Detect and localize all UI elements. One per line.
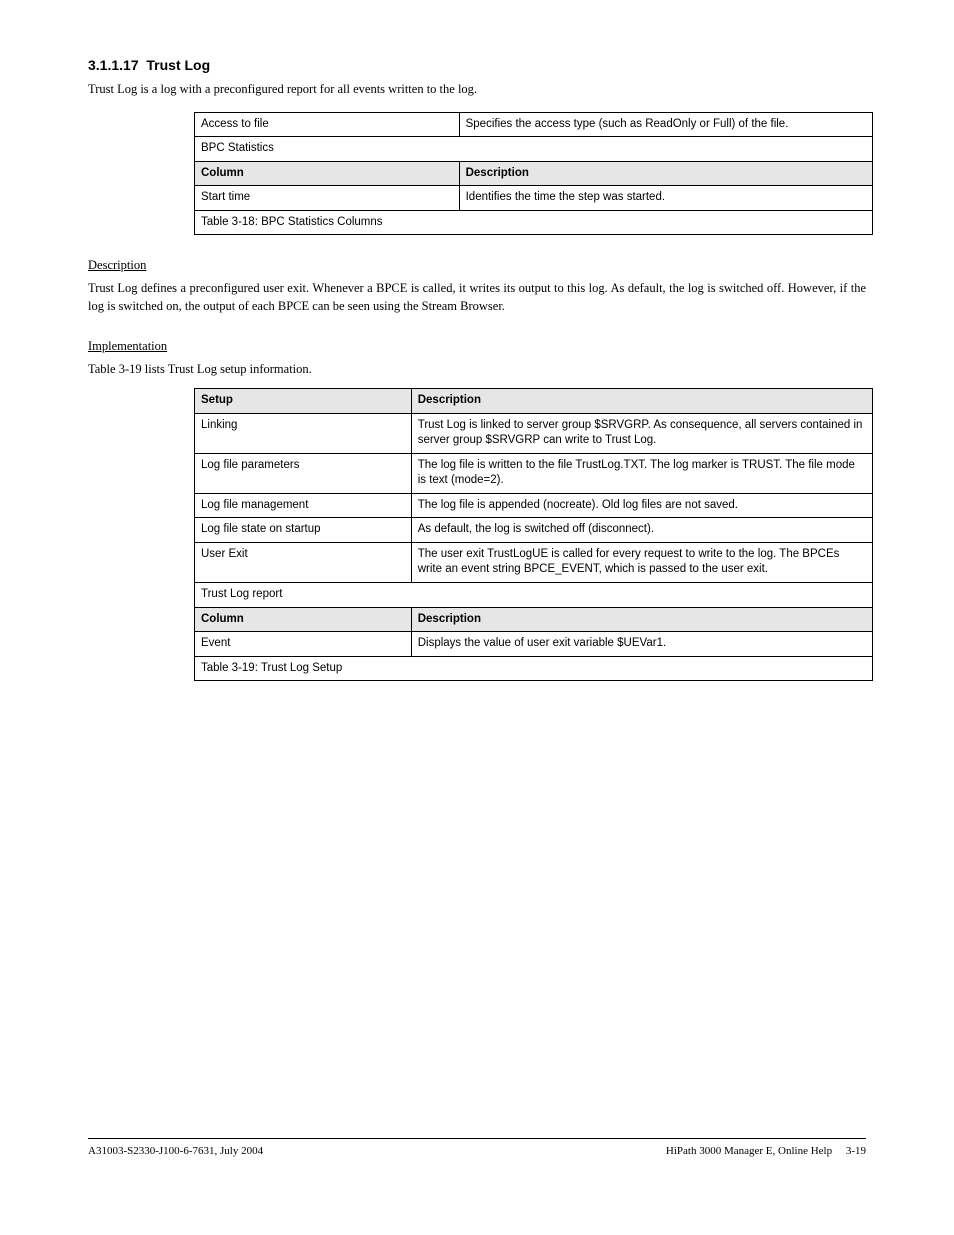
implementation-heading: Implementation [88,338,866,355]
bpc-statistics-table: Access to file Specifies the access type… [194,112,873,236]
cell: The user exit TrustLogUE is called for e… [411,542,872,582]
cell: Table 3-19: Trust Log Setup [195,656,873,681]
cell: Log file parameters [195,453,412,493]
table-row: Linking Trust Log is linked to server gr… [195,413,873,453]
cell: Identifies the time the step was started… [459,186,872,211]
cell: Log file management [195,493,412,518]
table-row: Log file parameters The log file is writ… [195,453,873,493]
table-section-row: BPC Statistics [195,137,873,162]
cell: Access to file [195,112,460,137]
cell: Trust Log is linked to server group $SRV… [411,413,872,453]
cell: Linking [195,413,412,453]
table-row: Log file state on startup As default, th… [195,518,873,543]
cell: Trust Log report [195,582,873,607]
section-id: 3.1.1.17 [88,57,139,73]
cell: Log file state on startup [195,518,412,543]
cell: BPC Statistics [195,137,873,162]
table-row: Access to file Specifies the access type… [195,112,873,137]
table-row: Log file management The log file is appe… [195,493,873,518]
cell: Description [459,161,872,186]
description-heading: Description [88,257,866,274]
table-section-row: Trust Log report [195,582,873,607]
cell: Description [411,389,872,414]
cell: Column [195,607,412,632]
cell: Table 3-18: BPC Statistics Columns [195,210,873,235]
cell: The log file is appended (nocreate). Old… [411,493,872,518]
table-caption-row: Table 3-18: BPC Statistics Columns [195,210,873,235]
implementation-intro: Table 3-19 lists Trust Log setup informa… [88,361,866,379]
description-text: Trust Log defines a preconfigured user e… [88,280,866,316]
table-header-row: Column Description [195,607,873,632]
footer-rule [88,1138,866,1139]
footer-right-title: HiPath 3000 Manager E, Online Help [666,1145,832,1157]
cell: Event [195,632,412,657]
table-row: Start time Identifies the time the step … [195,186,873,211]
cell: Displays the value of user exit variable… [411,632,872,657]
cell: As default, the log is switched off (dis… [411,518,872,543]
footer-left: A31003-S2330-J100-6-7631, July 2004 [88,1144,263,1159]
cell: The log file is written to the file Trus… [411,453,872,493]
table-row: Event Displays the value of user exit va… [195,632,873,657]
cell: Description [411,607,872,632]
table-row: User Exit The user exit TrustLogUE is ca… [195,542,873,582]
trust-log-setup-table: Setup Description Linking Trust Log is l… [194,388,873,681]
footer: A31003-S2330-J100-6-7631, July 2004 HiPa… [88,1144,866,1159]
section-subtitle: Trust Log is a log with a preconfigured … [88,81,866,98]
table-caption-row: Table 3-19: Trust Log Setup [195,656,873,681]
footer-page-number: 3-19 [846,1145,866,1157]
table-header-row: Column Description [195,161,873,186]
cell: User Exit [195,542,412,582]
cell: Specifies the access type (such as ReadO… [459,112,872,137]
cell: Setup [195,389,412,414]
cell: Column [195,161,460,186]
table-header-row: Setup Description [195,389,873,414]
section-title: Trust Log [146,57,210,73]
cell: Start time [195,186,460,211]
